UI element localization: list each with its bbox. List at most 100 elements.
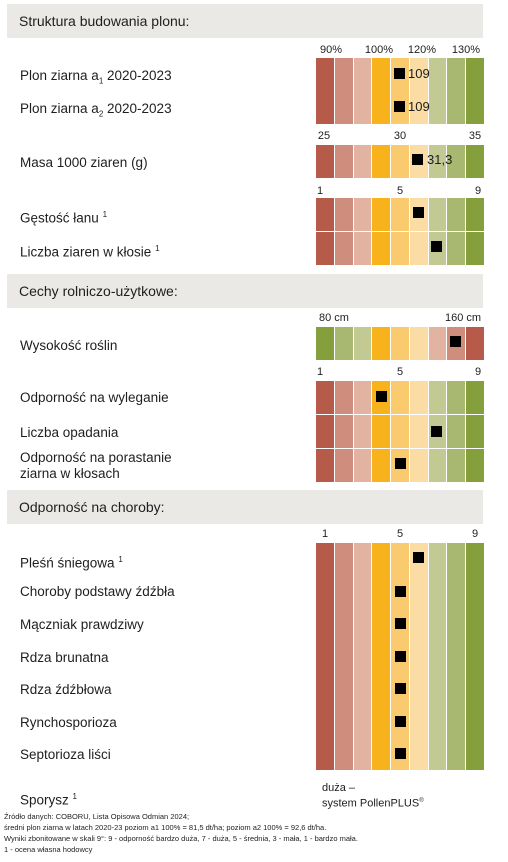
label-tkw: Masa 1000 ziaren (g) bbox=[20, 155, 148, 170]
label-rhynchosporium: Rynchosporioza bbox=[20, 715, 117, 730]
scale-segment-9 bbox=[466, 327, 485, 360]
scale-segment-3 bbox=[353, 737, 373, 770]
scale-segment-4 bbox=[372, 58, 392, 91]
scale-segment-2 bbox=[334, 58, 354, 91]
scale-segment-9 bbox=[466, 381, 485, 414]
scale-segment-6 bbox=[409, 232, 429, 265]
tick-9-a: 9 bbox=[474, 185, 482, 197]
scale-segment-6 bbox=[409, 576, 429, 609]
label-plant-height: Wysokość roślin bbox=[20, 338, 118, 353]
marker-snow-mould bbox=[413, 552, 424, 563]
scale-segment-4 bbox=[372, 737, 392, 770]
value-yield-a2: 109 bbox=[408, 99, 430, 114]
scale-segment-8 bbox=[447, 198, 467, 231]
scale-segment-2 bbox=[334, 381, 354, 414]
label-lodging: Odporność na wyleganie bbox=[20, 390, 169, 405]
tick-5-c: 5 bbox=[396, 528, 404, 540]
scale-segment-6 bbox=[409, 449, 429, 482]
scale-segment-1 bbox=[316, 608, 335, 641]
scale-segment-7 bbox=[428, 673, 448, 706]
scale-segment-8 bbox=[447, 576, 467, 609]
scale-segment-2 bbox=[334, 543, 354, 576]
scale-segment-6 bbox=[409, 608, 429, 641]
scale-segment-2 bbox=[334, 705, 354, 738]
scale-segment-4 bbox=[372, 576, 392, 609]
scale-segment-9 bbox=[466, 91, 485, 124]
scale-segment-1 bbox=[316, 449, 335, 482]
scale-segment-4 bbox=[372, 91, 392, 124]
scale-segment-1 bbox=[316, 91, 335, 124]
marker-yield-a1 bbox=[394, 68, 405, 79]
scale-segment-9 bbox=[466, 576, 485, 609]
scale-segment-7 bbox=[428, 737, 448, 770]
scale-segment-1 bbox=[316, 737, 335, 770]
label-yield-a2: Plon ziarna a2 2020-2023 bbox=[20, 101, 172, 119]
scale-segment-1 bbox=[316, 381, 335, 414]
scale-segment-3 bbox=[353, 327, 373, 360]
footer-scale-legend: Wyniki zbonitowane w skali 9°: 9 - odpor… bbox=[4, 834, 358, 843]
ergot-note: duża – system PollenPLUS® bbox=[322, 782, 424, 810]
scale-segment-6 bbox=[409, 705, 429, 738]
scale-segment-2 bbox=[334, 327, 354, 360]
scale-plant-height bbox=[316, 327, 485, 360]
scale-segment-1 bbox=[316, 145, 335, 178]
scale-segment-3 bbox=[353, 608, 373, 641]
marker-powdery-mildew bbox=[395, 618, 406, 629]
scale-snow-mould bbox=[316, 543, 485, 576]
scale-segment-8 bbox=[447, 737, 467, 770]
scale-segment-6 bbox=[409, 58, 429, 91]
scale-segment-8 bbox=[447, 608, 467, 641]
scale-segment-2 bbox=[334, 673, 354, 706]
scale-segment-4 bbox=[372, 673, 392, 706]
scale-segment-7 bbox=[428, 91, 448, 124]
scale-segment-6 bbox=[409, 91, 429, 124]
scale-segment-8 bbox=[447, 543, 467, 576]
scale-segment-4 bbox=[372, 705, 392, 738]
scale-segment-6 bbox=[409, 673, 429, 706]
section-header-disease-resistance: Odporność na choroby: bbox=[7, 490, 483, 524]
scale-segment-4 bbox=[372, 145, 392, 178]
tick-25: 25 bbox=[317, 130, 331, 142]
marker-rhynchosporium bbox=[395, 716, 406, 727]
marker-tkw bbox=[412, 154, 423, 165]
marker-grains-per-ear bbox=[431, 241, 442, 252]
scale-segment-5 bbox=[391, 415, 410, 448]
scale-segment-9 bbox=[466, 145, 485, 178]
scale-segment-7 bbox=[428, 381, 448, 414]
tick-1-a: 1 bbox=[316, 185, 324, 197]
scale-segment-6 bbox=[409, 327, 429, 360]
scale-segment-8 bbox=[447, 415, 467, 448]
scale-density bbox=[316, 198, 485, 231]
marker-brown-rust bbox=[395, 651, 406, 662]
label-powdery-mildew: Mączniak prawdziwy bbox=[20, 617, 144, 632]
scale-segment-3 bbox=[353, 576, 373, 609]
scale-segment-2 bbox=[334, 576, 354, 609]
scale-segment-7 bbox=[428, 641, 448, 674]
label-septoria: Septorioza liści bbox=[20, 747, 111, 762]
marker-stem-base bbox=[395, 586, 406, 597]
tick-9-c: 9 bbox=[471, 528, 479, 540]
scale-segment-8 bbox=[447, 145, 467, 178]
scale-segment-8 bbox=[447, 91, 467, 124]
marker-stem-rust bbox=[395, 683, 406, 694]
scale-segment-3 bbox=[353, 145, 373, 178]
scale-segment-6 bbox=[409, 381, 429, 414]
scale-segment-6 bbox=[409, 737, 429, 770]
label-density: Gęstość łanu 1 bbox=[20, 210, 108, 226]
scale-segment-1 bbox=[316, 327, 335, 360]
tick-1-b: 1 bbox=[316, 366, 324, 378]
scale-lodging bbox=[316, 381, 485, 414]
value-yield-a1: 109 bbox=[408, 66, 430, 81]
scale-segment-3 bbox=[353, 91, 373, 124]
scale-segment-2 bbox=[334, 737, 354, 770]
scale-segment-5 bbox=[391, 198, 410, 231]
scale-segment-4 bbox=[372, 232, 392, 265]
label-ergot: Sporysz 1 bbox=[20, 792, 77, 808]
scale-segment-3 bbox=[353, 705, 373, 738]
scale-segment-2 bbox=[334, 91, 354, 124]
footer-breeder-note: 1 - ocena własna hodowcy bbox=[4, 845, 93, 854]
marker-plant-height bbox=[450, 336, 461, 347]
scale-segment-7 bbox=[428, 327, 448, 360]
scale-segment-9 bbox=[466, 608, 485, 641]
marker-yield-a2 bbox=[394, 101, 405, 112]
